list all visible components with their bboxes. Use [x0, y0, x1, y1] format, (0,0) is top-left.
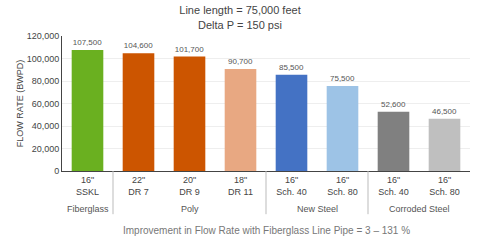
svg-text:Corroded Steel: Corroded Steel — [389, 204, 450, 214]
svg-text:Poly: Poly — [181, 204, 199, 214]
svg-text:100,000: 100,000 — [27, 54, 60, 64]
svg-text:80,000: 80,000 — [32, 76, 60, 86]
svg-text:104,600: 104,600 — [124, 41, 153, 50]
svg-text:22"DR 7: 22"DR 7 — [128, 175, 149, 197]
svg-text:52,600: 52,600 — [381, 100, 406, 109]
svg-text:40,000: 40,000 — [32, 121, 60, 131]
svg-text:90,700: 90,700 — [228, 57, 253, 66]
svg-text:20"DR 9: 20"DR 9 — [179, 175, 200, 197]
svg-text:20,000: 20,000 — [32, 144, 60, 154]
svg-text:16"Sch. 80: 16"Sch. 80 — [327, 175, 358, 197]
svg-text:Fiberglass: Fiberglass — [67, 204, 109, 214]
svg-text:16"Sch. 40: 16"Sch. 40 — [276, 175, 307, 197]
svg-text:New Steel: New Steel — [297, 204, 338, 214]
svg-text:Line length = 75,000 feetDelta: Line length = 75,000 feetDelta P = 150 p… — [179, 4, 300, 30]
svg-text:16"SSKL: 16"SSKL — [76, 175, 99, 197]
svg-text:107,500: 107,500 — [73, 38, 102, 47]
svg-text:FLOW RATE (BWPD): FLOW RATE (BWPD) — [15, 60, 25, 147]
svg-text:120,000: 120,000 — [27, 31, 60, 41]
svg-text:60,000: 60,000 — [32, 99, 60, 109]
svg-text:46,500: 46,500 — [432, 107, 457, 116]
svg-text:101,700: 101,700 — [175, 45, 204, 54]
svg-text:16"Sch. 40: 16"Sch. 40 — [378, 175, 409, 197]
svg-text:Improvement in Flow Rate with: Improvement in Flow Rate with Fiberglass… — [123, 225, 410, 236]
svg-text:18"DR 11: 18"DR 11 — [228, 175, 253, 197]
svg-text:85,500: 85,500 — [279, 63, 304, 72]
svg-text:75,500: 75,500 — [330, 74, 355, 83]
svg-text:0: 0 — [54, 166, 59, 176]
svg-text:16"Sch. 80: 16"Sch. 80 — [429, 175, 460, 197]
